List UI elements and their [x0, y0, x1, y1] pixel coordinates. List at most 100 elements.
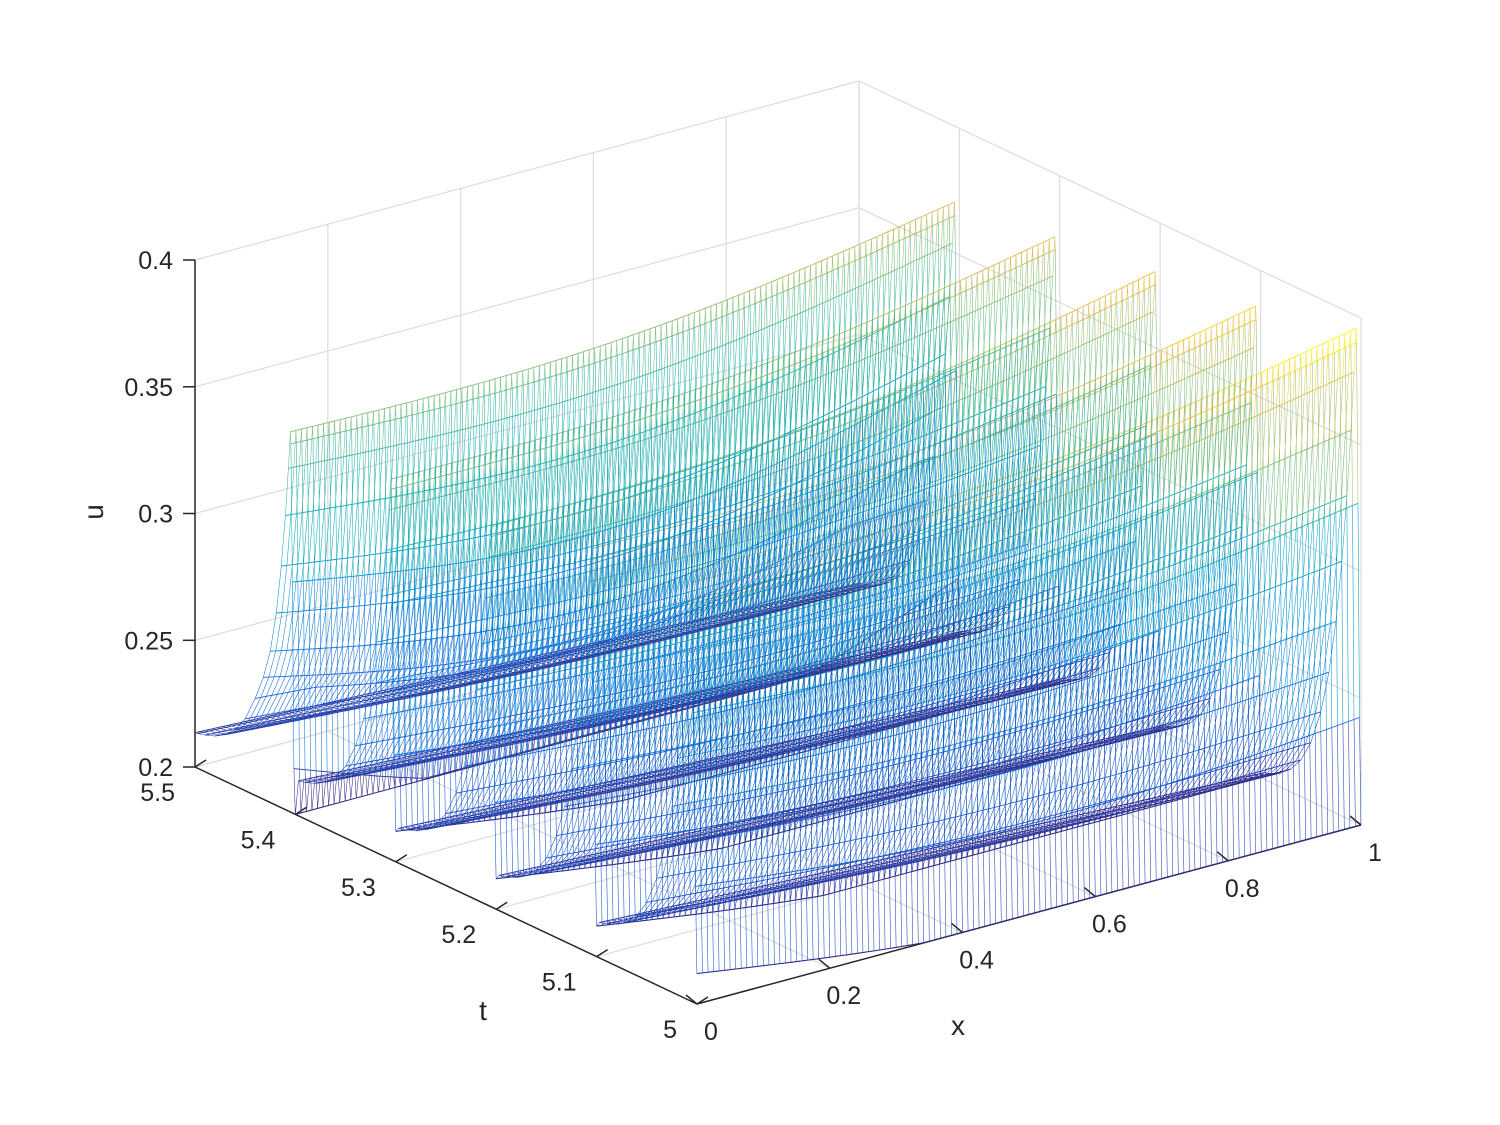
mesh-segment: [378, 408, 385, 411]
mesh-segment: [436, 543, 442, 546]
mesh-segment: [267, 713, 273, 716]
mesh-segment: [314, 560, 321, 563]
mesh-segment: [777, 291, 784, 295]
mesh-segment: [946, 478, 953, 482]
mesh-segment: [415, 687, 421, 690]
mesh-segment: [873, 387, 880, 392]
mesh-segment: [236, 723, 243, 726]
mesh-segment: [910, 300, 917, 304]
mesh-segment: [197, 731, 204, 734]
mesh-segment: [694, 324, 701, 328]
mesh-segment: [639, 345, 646, 349]
mesh-segment: [689, 326, 695, 330]
mesh-segment: [794, 284, 801, 288]
mesh-segment: [634, 407, 640, 411]
mesh-segment: [838, 265, 845, 269]
mesh-segment: [583, 364, 590, 367]
mesh-segment: [506, 387, 513, 391]
mesh-segment: [554, 705, 561, 708]
mesh-segment: [403, 641, 409, 643]
mesh-segment: [195, 731, 201, 734]
mesh-segment: [292, 563, 298, 566]
mesh-segment: [739, 382, 746, 386]
mesh-segment: [441, 636, 448, 639]
mesh-segment: [772, 293, 778, 297]
mesh-segment: [461, 386, 468, 389]
mesh-segment: [666, 320, 673, 324]
mesh-segment: [708, 757, 715, 760]
mesh-segment: [955, 292, 962, 296]
mesh-segment: [1016, 264, 1023, 268]
mesh-segment: [479, 464, 486, 467]
mesh-segment: [789, 363, 796, 367]
mesh-segment: [905, 302, 912, 306]
mesh-segment: [949, 294, 956, 299]
mesh-segment: [589, 362, 596, 366]
mesh-segment: [406, 414, 413, 417]
mesh-segment: [768, 492, 775, 497]
mesh-segment: [381, 602, 388, 605]
mesh-segment: [340, 417, 346, 421]
mesh-segment: [672, 333, 679, 337]
mesh-segment: [971, 272, 978, 276]
mesh-segment: [370, 603, 376, 606]
mesh-segment: [1043, 238, 1050, 243]
mesh-segment: [678, 331, 684, 335]
mesh-segment: [386, 601, 393, 604]
mesh-segment: [611, 340, 617, 343]
mesh-segment: [388, 738, 395, 741]
mesh-segment: [428, 395, 435, 398]
mesh-segment: [425, 566, 431, 569]
mesh-segment: [616, 338, 623, 341]
mesh-segment: [528, 381, 535, 384]
mesh-segment: [700, 396, 707, 400]
mesh-segment: [988, 264, 995, 269]
mesh-segment: [523, 452, 530, 455]
mesh-segment: [517, 384, 524, 388]
mesh-segment: [578, 365, 585, 369]
mesh-segment: [571, 701, 578, 704]
mesh-segment: [287, 715, 294, 718]
mesh-segment: [495, 391, 502, 394]
mesh-segment: [475, 589, 482, 592]
mesh-segment: [320, 774, 327, 777]
mesh-segment: [458, 539, 464, 542]
mesh-segment: [600, 343, 606, 347]
x-tick-mark: [818, 958, 831, 969]
mesh-segment: [688, 312, 695, 316]
mesh-segment: [377, 692, 384, 695]
mesh-segment: [968, 470, 975, 474]
mesh-segment: [337, 607, 343, 609]
mesh-segment: [937, 206, 944, 210]
mesh-segment: [927, 292, 934, 296]
mesh-segment: [430, 565, 437, 568]
mesh-segment: [458, 592, 465, 594]
mesh-segment: [862, 393, 869, 398]
mesh-segment: [873, 440, 880, 444]
mesh-segment: [310, 710, 316, 713]
mesh-segment: [282, 716, 289, 719]
mesh-segment: [384, 669, 391, 672]
mesh-segment: [521, 712, 528, 715]
mesh-segment: [438, 728, 445, 731]
mesh-segment: [472, 383, 479, 386]
mesh-segment: [706, 394, 713, 398]
mesh-segment: [552, 572, 559, 575]
mesh-segment: [355, 696, 362, 699]
mesh-segment: [784, 431, 791, 435]
mesh-segment: [338, 773, 345, 776]
mesh-segment: [460, 724, 467, 727]
mesh-segment: [287, 611, 293, 613]
mesh-segment: [347, 575, 354, 578]
mesh-segment: [253, 719, 259, 722]
mesh-segment: [673, 406, 680, 409]
mesh-segment: [1038, 241, 1044, 246]
mesh-segment: [949, 282, 956, 286]
mesh-segment: [447, 635, 453, 638]
mesh-segment: [761, 298, 767, 302]
mesh-segment: [1045, 395, 1052, 400]
mesh-segment: [249, 723, 255, 727]
mesh-segment: [990, 461, 997, 465]
mesh-segment: [359, 699, 366, 703]
mesh-segment: [705, 305, 712, 309]
